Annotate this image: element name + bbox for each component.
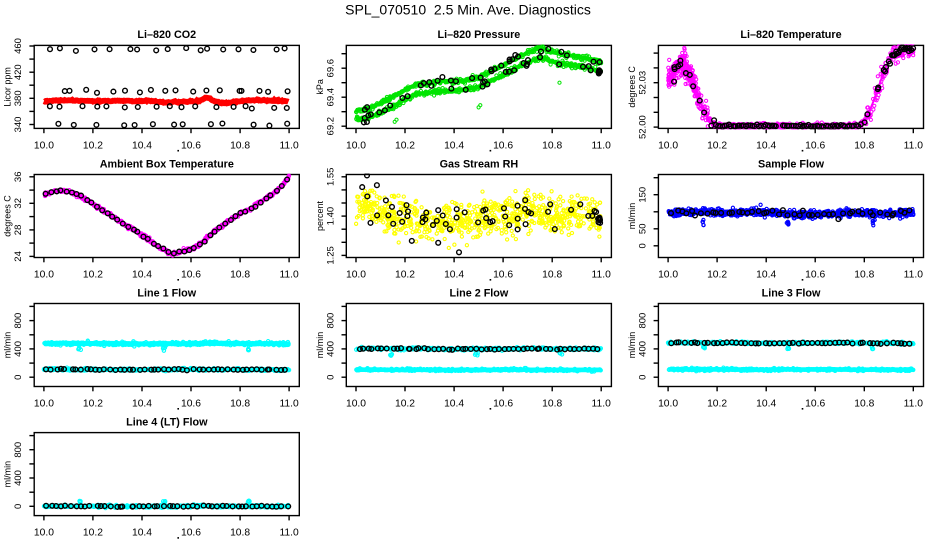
svg-text:800: 800 [13, 313, 24, 329]
svg-text:50: 50 [637, 224, 648, 235]
svg-text:10.2: 10.2 [707, 270, 727, 281]
svg-text:11.0: 11.0 [592, 270, 612, 281]
svg-text:degrees C: degrees C [627, 66, 637, 108]
svg-text:420: 420 [13, 64, 24, 80]
svg-text:10.8: 10.8 [230, 270, 250, 281]
svg-text:10.6: 10.6 [181, 270, 201, 281]
svg-text:Li–820 Temperature: Li–820 Temperature [740, 29, 841, 41]
svg-text:10.0: 10.0 [34, 399, 54, 410]
svg-text:10.2: 10.2 [83, 140, 103, 151]
svg-text:10.0: 10.0 [658, 140, 678, 151]
svg-text:11.0: 11.0 [279, 270, 299, 281]
svg-text:Sample Flow: Sample Flow [758, 158, 825, 170]
svg-text:10.8: 10.8 [542, 270, 562, 281]
svg-text:400: 400 [13, 341, 24, 357]
svg-text:10.8: 10.8 [542, 140, 562, 151]
svg-text:10.6: 10.6 [493, 140, 513, 151]
svg-text:10.6: 10.6 [805, 270, 825, 281]
svg-text:10.4: 10.4 [132, 140, 152, 151]
svg-text:10.2: 10.2 [707, 140, 727, 151]
svg-text:52.03: 52.03 [637, 71, 648, 95]
svg-text:Line 1 Flow: Line 1 Flow [137, 287, 196, 299]
svg-text:10.6: 10.6 [493, 270, 513, 281]
svg-text:10.6: 10.6 [181, 399, 201, 410]
svg-text:degrees C: degrees C [3, 195, 13, 237]
svg-text:52.00: 52.00 [637, 115, 648, 139]
svg-text:10.0: 10.0 [658, 270, 678, 281]
svg-text:Ambient Box Temperature: Ambient Box Temperature [100, 158, 234, 170]
svg-text:0: 0 [637, 243, 648, 248]
svg-text:ml/min: ml/min [627, 203, 637, 230]
svg-text:10.2: 10.2 [395, 270, 415, 281]
svg-text:10.8: 10.8 [230, 140, 250, 151]
svg-text:32: 32 [13, 198, 24, 209]
svg-text:0: 0 [13, 375, 24, 380]
svg-text:percent: percent [315, 200, 325, 231]
svg-text:10.2: 10.2 [83, 270, 103, 281]
svg-text:10.4: 10.4 [132, 270, 152, 281]
svg-text:69.2: 69.2 [325, 117, 336, 136]
svg-text:10.4: 10.4 [132, 399, 152, 410]
svg-text:11.0: 11.0 [279, 399, 299, 410]
svg-text:380: 380 [13, 90, 24, 106]
svg-text:36: 36 [13, 172, 24, 183]
svg-text:24: 24 [13, 251, 24, 262]
svg-text:10.0: 10.0 [34, 140, 54, 151]
svg-text:Li–820 Pressure: Li–820 Pressure [437, 29, 520, 41]
svg-text:150: 150 [637, 187, 648, 203]
svg-text:10.2: 10.2 [395, 140, 415, 151]
svg-text:kPa: kPa [315, 79, 325, 95]
svg-text:10.0: 10.0 [346, 140, 366, 151]
svg-text:340: 340 [13, 117, 24, 133]
svg-text:Licor ppm: Licor ppm [3, 67, 13, 107]
svg-text:11.0: 11.0 [279, 140, 299, 151]
svg-text:10.0: 10.0 [346, 270, 366, 281]
svg-text:10.4: 10.4 [756, 270, 776, 281]
svg-text:69.6: 69.6 [325, 59, 336, 78]
svg-text:10.8: 10.8 [854, 270, 874, 281]
svg-text:10.4: 10.4 [756, 140, 776, 151]
svg-text:10.4: 10.4 [444, 270, 464, 281]
svg-text:1.40: 1.40 [325, 207, 336, 226]
svg-text:10.6: 10.6 [181, 140, 201, 151]
svg-text:10.8: 10.8 [854, 140, 874, 151]
svg-text:460: 460 [13, 38, 24, 54]
svg-text:1.55: 1.55 [325, 168, 336, 187]
svg-text:Gas Stream RH: Gas Stream RH [440, 158, 519, 170]
svg-text:28: 28 [13, 225, 24, 236]
svg-text:10.2: 10.2 [83, 399, 103, 410]
svg-text:ml/min: ml/min [3, 332, 13, 359]
svg-text:11.0: 11.0 [904, 270, 924, 281]
svg-text:11.0: 11.0 [592, 140, 612, 151]
svg-text:69.4: 69.4 [325, 88, 336, 107]
svg-text:10.0: 10.0 [34, 270, 54, 281]
svg-text:SPL_070510 2.5 Min. Ave. Diag: SPL_070510 2.5 Min. Ave. Diagnostics [345, 2, 591, 18]
svg-text:1.25: 1.25 [325, 246, 336, 265]
svg-text:11.0: 11.0 [904, 140, 924, 151]
svg-text:Li–820 CO2: Li–820 CO2 [137, 29, 196, 41]
svg-text:10.4: 10.4 [444, 140, 464, 151]
svg-text:10.6: 10.6 [805, 140, 825, 151]
svg-text:10.8: 10.8 [230, 399, 250, 410]
